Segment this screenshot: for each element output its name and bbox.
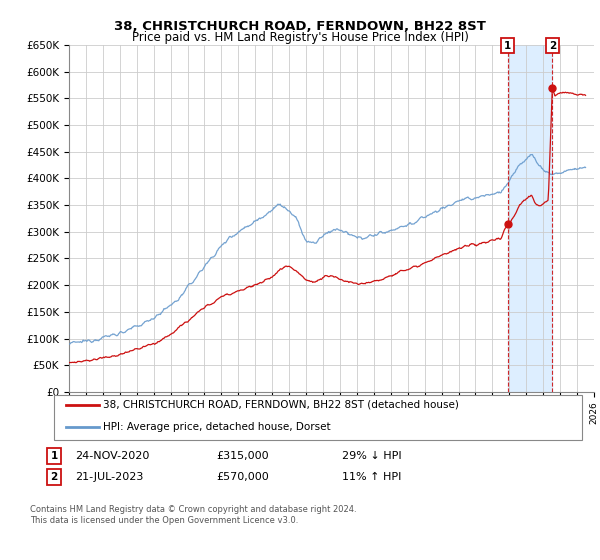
Text: £570,000: £570,000: [216, 472, 269, 482]
Text: 2: 2: [50, 472, 58, 482]
Bar: [508, 45, 553, 392]
Text: 24-NOV-2020: 24-NOV-2020: [75, 451, 149, 461]
Text: 1: 1: [50, 451, 58, 461]
Text: £315,000: £315,000: [216, 451, 269, 461]
Text: 21-JUL-2023: 21-JUL-2023: [75, 472, 143, 482]
Text: 2: 2: [549, 41, 556, 51]
Text: HPI: Average price, detached house, Dorset: HPI: Average price, detached house, Dors…: [103, 422, 331, 432]
Text: Contains HM Land Registry data © Crown copyright and database right 2024.
This d: Contains HM Land Registry data © Crown c…: [30, 505, 356, 525]
Text: 38, CHRISTCHURCH ROAD, FERNDOWN, BH22 8ST (detached house): 38, CHRISTCHURCH ROAD, FERNDOWN, BH22 8S…: [103, 400, 459, 410]
Text: 29% ↓ HPI: 29% ↓ HPI: [342, 451, 401, 461]
Text: Price paid vs. HM Land Registry's House Price Index (HPI): Price paid vs. HM Land Registry's House …: [131, 31, 469, 44]
Text: 38, CHRISTCHURCH ROAD, FERNDOWN, BH22 8ST: 38, CHRISTCHURCH ROAD, FERNDOWN, BH22 8S…: [114, 20, 486, 32]
Text: 1: 1: [504, 41, 511, 51]
Text: 11% ↑ HPI: 11% ↑ HPI: [342, 472, 401, 482]
